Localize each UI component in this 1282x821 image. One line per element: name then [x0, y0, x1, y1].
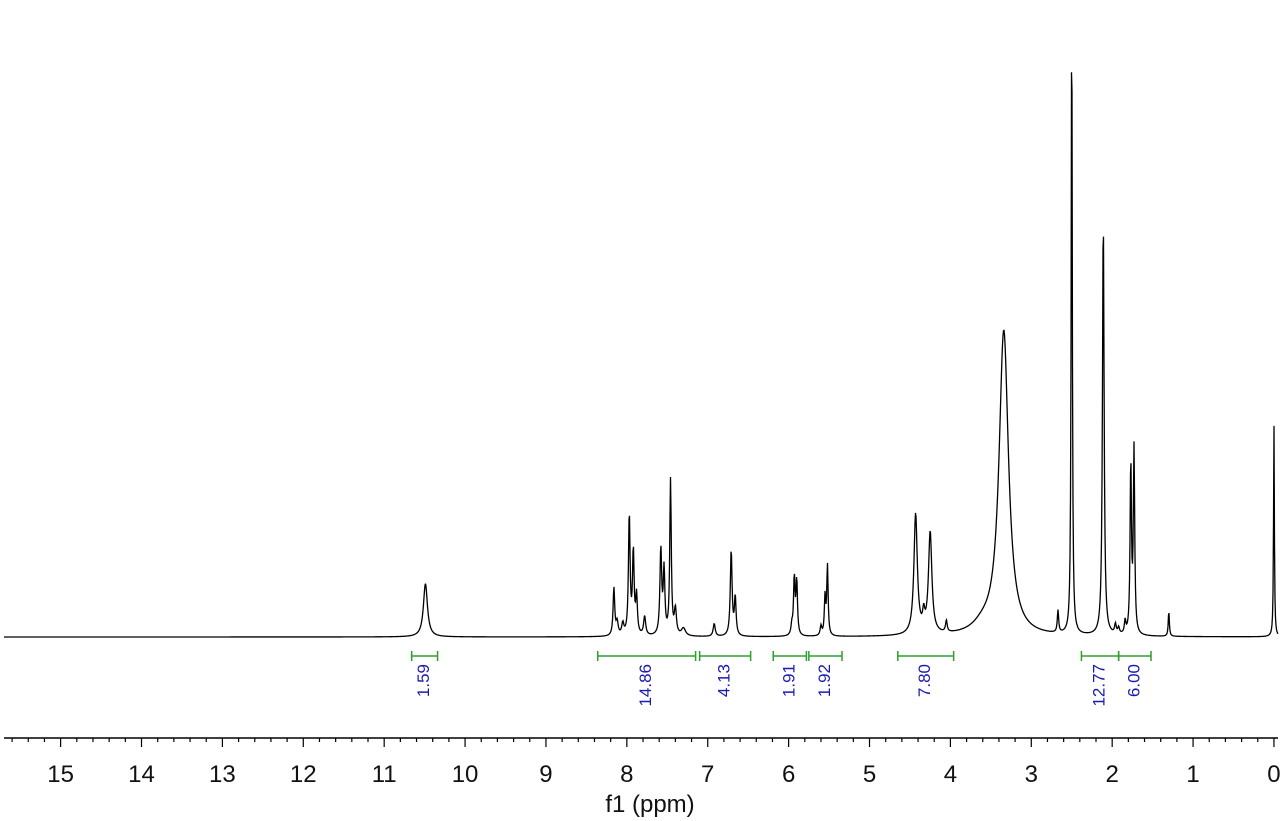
- x-tick-label: 12: [290, 761, 317, 788]
- x-tick-label: 5: [863, 761, 876, 788]
- x-tick-label: 1: [1186, 761, 1199, 788]
- x-tick-label: 15: [47, 761, 74, 788]
- x-tick-label: 14: [128, 761, 155, 788]
- x-tick-label: 0: [1267, 761, 1280, 788]
- x-axis: 15 14 13 12 11 10 9 8 7 6 5 4 3 2 1 0: [4, 737, 1281, 788]
- integral-value-label: 1.91: [779, 664, 798, 697]
- integral-value-label: 6.00: [1124, 664, 1143, 697]
- x-tick-label: 7: [701, 761, 714, 788]
- x-tick-label: 8: [620, 761, 633, 788]
- x-tick-label: 11: [372, 761, 397, 788]
- spectrum-trace: [4, 72, 1279, 638]
- integral-value-label: 4.13: [715, 664, 734, 697]
- integral-value-label: 14.86: [636, 664, 655, 707]
- integral-region: 1.91: [772, 651, 808, 697]
- integral-region: 7.80: [897, 651, 955, 697]
- integral-value-label: 12.77: [1090, 664, 1109, 707]
- integral-value-label: 1.92: [815, 664, 834, 697]
- x-tick-label: 9: [539, 761, 552, 788]
- x-tick-label: 4: [944, 761, 957, 788]
- integral-region: 6.00: [1117, 651, 1152, 697]
- x-tick-label: 10: [452, 761, 479, 788]
- integral-region: 1.59: [410, 651, 439, 697]
- integral-value-label: 1.59: [414, 664, 433, 697]
- x-tick-label: 2: [1105, 761, 1118, 788]
- integral-value-label: 7.80: [915, 664, 934, 697]
- integral-layer: 1.59 14.86 4.13 1.91 1.92 7.80 12.77 6.00: [410, 651, 1152, 707]
- spectrum-layer: [4, 72, 1279, 638]
- x-tick-label: 6: [782, 761, 795, 788]
- x-tick-label: 3: [1025, 761, 1038, 788]
- x-axis-title: f1 (ppm): [605, 791, 694, 818]
- integral-region: 14.86: [596, 651, 697, 707]
- x-tick-label: 13: [209, 761, 236, 788]
- integral-region: 12.77: [1080, 651, 1120, 707]
- integral-region: 1.92: [808, 651, 843, 697]
- integral-region: 4.13: [698, 651, 752, 697]
